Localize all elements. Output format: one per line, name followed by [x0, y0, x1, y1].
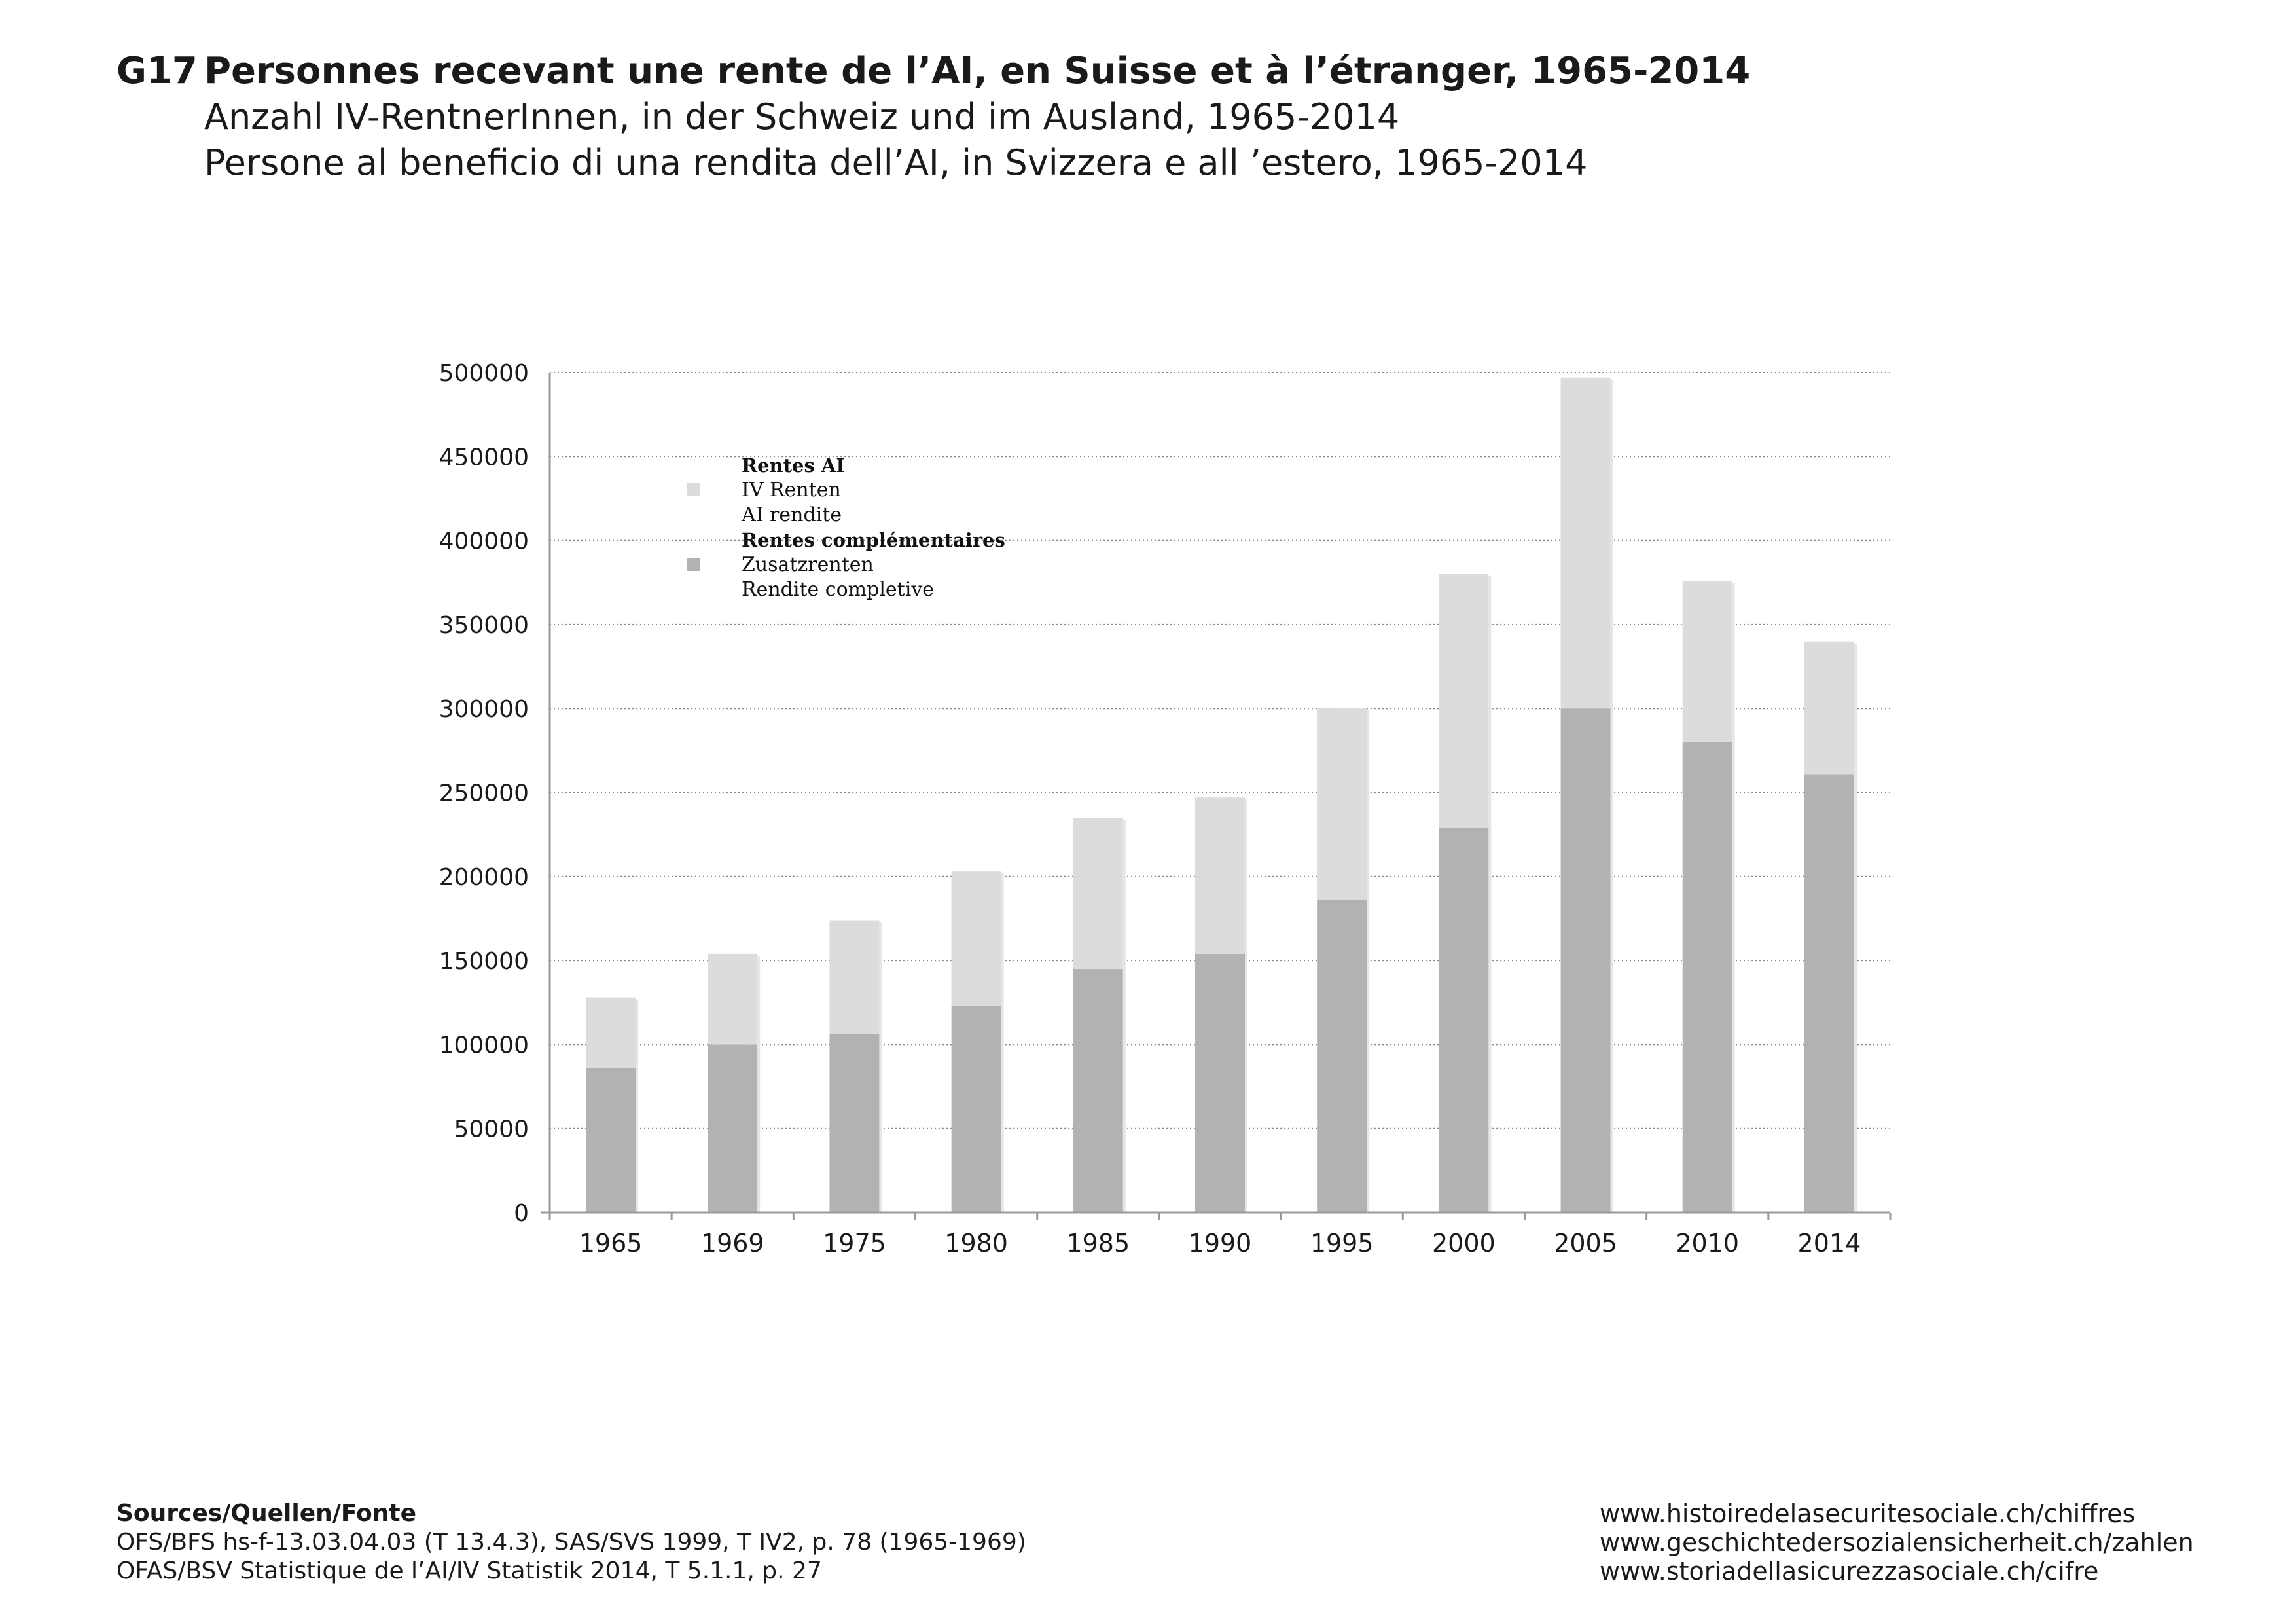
- y-tick-label-100000: 100000: [439, 1032, 529, 1059]
- x-tick-label-2000: 2000: [1432, 1229, 1496, 1258]
- y-tick-label-0: 0: [514, 1200, 529, 1227]
- legend-title-rentes-complementaires: Rentes complémentaires: [742, 529, 1005, 551]
- y-tick-label-300000: 300000: [439, 696, 529, 723]
- bar-shadow-1969: [757, 955, 761, 1213]
- bar-shadow-2005: [1610, 379, 1613, 1213]
- legend-title-rentes-ai: Rentes AI: [742, 454, 845, 477]
- bar-rentes-ai-1990: [1195, 797, 1245, 954]
- bar-shadow-1990: [1245, 799, 1247, 1213]
- x-tick-label-1975: 1975: [823, 1229, 886, 1258]
- x-tick-label-2014: 2014: [1798, 1229, 1861, 1258]
- y-tick-label-400000: 400000: [439, 528, 529, 555]
- legend-line-ai-rendite: AI rendite: [742, 503, 842, 526]
- legend: Rentes AI IV Renten AI rendite Rentes co…: [687, 453, 1005, 602]
- title-de: Anzahl IV-RentnerInnen, in der Schweiz u…: [204, 96, 1400, 137]
- bar-shadow-1980: [1001, 873, 1004, 1213]
- bar-rentes-ai-2000: [1439, 574, 1489, 828]
- bar-complementaires-1969: [708, 1044, 758, 1213]
- bar-rentes-ai-2005: [1560, 377, 1611, 709]
- bar-shadow-1965: [636, 999, 639, 1213]
- sources-line-1: OFS/BFS hs-f-13.03.04.03 (T 13.4.3), SAS…: [117, 1529, 1026, 1556]
- bar-complementaires-2010: [1682, 742, 1732, 1213]
- y-tick-label-500000: 500000: [439, 360, 529, 387]
- bar-rentes-ai-2010: [1682, 581, 1732, 742]
- bar-shadow-1995: [1367, 710, 1370, 1213]
- bar-rentes-ai-2014: [1804, 641, 1854, 775]
- x-tick-label-1995: 1995: [1310, 1229, 1374, 1258]
- bar-complementaires-1985: [1073, 968, 1123, 1213]
- bar-complementaires-1995: [1317, 900, 1367, 1213]
- sources-line-2: OFAS/BSV Statistique de l’AI/IV Statisti…: [117, 1558, 822, 1584]
- bar-rentes-ai-1980: [951, 871, 1001, 1006]
- bar-shadow-2000: [1488, 575, 1492, 1213]
- bar-complementaires-1980: [951, 1006, 1001, 1213]
- x-tick-label-2010: 2010: [1676, 1229, 1739, 1258]
- x-tick-label-1969: 1969: [701, 1229, 764, 1258]
- bar-rentes-ai-1965: [586, 997, 636, 1068]
- x-tick-label-2005: 2005: [1554, 1229, 1617, 1258]
- figure-code: G17: [117, 50, 198, 92]
- legend-item-rentes-complementaires: Zusatzrenten: [687, 553, 1005, 577]
- bar-complementaires-2000: [1439, 828, 1489, 1213]
- bar-complementaires-2005: [1560, 708, 1611, 1213]
- legend-label-iv-renten: IV Renten: [742, 479, 841, 501]
- link-url-de[interactable]: www.geschichtedersozialensicherheit.ch/z…: [1600, 1528, 2194, 1557]
- link-url-fr[interactable]: www.histoiredelasecuritesociale.ch/chiff…: [1600, 1499, 2136, 1528]
- y-tick-label-350000: 350000: [439, 612, 529, 639]
- y-tick-label-150000: 150000: [439, 948, 529, 975]
- bar-complementaires-1965: [586, 1068, 636, 1213]
- bar-rentes-ai-1985: [1073, 817, 1123, 969]
- x-tick-label-1980: 1980: [944, 1229, 1008, 1258]
- legend-item-rentes-ai: IV Renten: [687, 478, 1005, 503]
- bar-rentes-ai-1969: [708, 953, 758, 1045]
- bar-shadow-2014: [1854, 643, 1857, 1213]
- y-tick-label-450000: 450000: [439, 444, 529, 471]
- x-tick-label-1985: 1985: [1066, 1229, 1130, 1258]
- legend-swatch-rentes-ai: [687, 483, 700, 496]
- bar-rentes-ai-1975: [829, 920, 880, 1035]
- x-tick-label-1990: 1990: [1189, 1229, 1252, 1258]
- title-fr: Personnes recevant une rente de l’AI, en…: [204, 50, 1751, 92]
- legend-label-zusatzrenten: Zusatzrenten: [742, 553, 874, 576]
- legend-swatch-rentes-complementaires: [687, 558, 700, 571]
- bar-complementaires-2014: [1804, 774, 1854, 1213]
- bar-shadow-1985: [1122, 819, 1126, 1213]
- bar-rentes-ai-1995: [1317, 708, 1367, 900]
- sources-heading: Sources/Quellen/Fonte: [117, 1500, 417, 1527]
- x-tick-label-1965: 1965: [579, 1229, 643, 1258]
- website-links: www.histoiredelasecuritesociale.ch/chiff…: [1600, 1499, 2194, 1586]
- bar-complementaires-1975: [829, 1034, 880, 1213]
- bars: [586, 377, 1857, 1213]
- link-url-it[interactable]: www.storiadellasicurezzasociale.ch/cifre: [1600, 1557, 2099, 1586]
- bar-complementaires-1990: [1195, 953, 1245, 1213]
- y-tick-label-50000: 50000: [454, 1116, 529, 1143]
- legend-line-rendite-completive: Rendite completive: [742, 578, 935, 601]
- bar-shadow-2010: [1732, 583, 1735, 1213]
- y-tick-label-250000: 250000: [439, 780, 529, 807]
- sources-block: Sources/Quellen/Fonte OFS/BFS hs-f-13.03…: [117, 1499, 1026, 1586]
- title-it: Persone al beneficio di una rendita dell…: [204, 142, 1588, 183]
- y-tick-label-200000: 200000: [439, 864, 529, 891]
- bar-shadow-1975: [879, 922, 882, 1213]
- axes: 0 50000 100000 150000 200000 250000 300000 3500…: [439, 360, 1892, 1258]
